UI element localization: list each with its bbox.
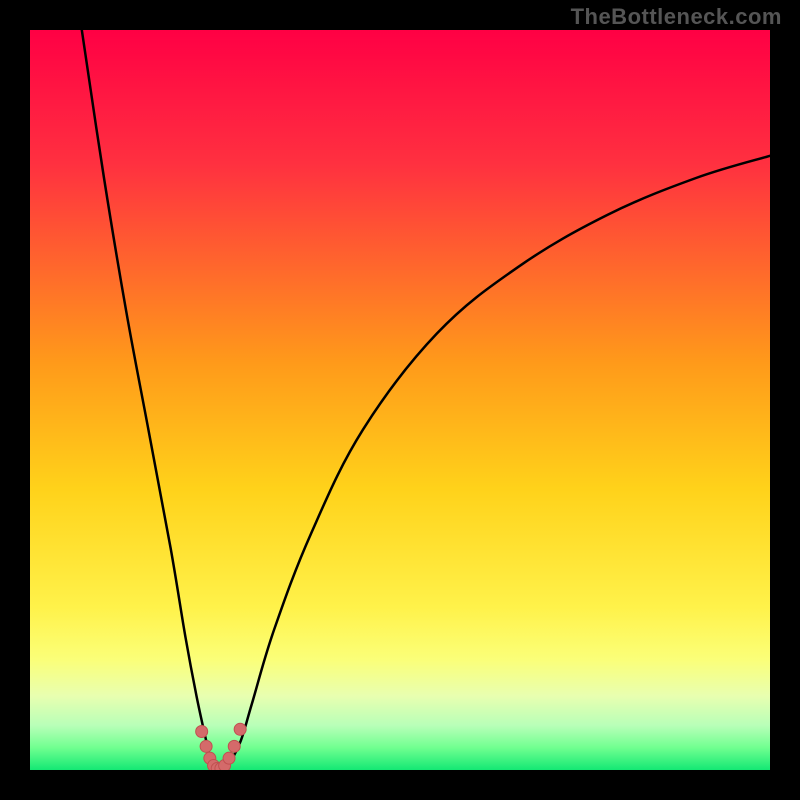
marker-point	[234, 723, 246, 735]
marker-point	[223, 752, 235, 764]
marker-point	[196, 726, 208, 738]
marker-point	[228, 740, 240, 752]
gradient-background	[30, 30, 770, 770]
plot-area	[30, 30, 770, 770]
watermark-text: TheBottleneck.com	[571, 4, 782, 30]
bottleneck-chart	[30, 30, 770, 770]
marker-point	[200, 740, 212, 752]
